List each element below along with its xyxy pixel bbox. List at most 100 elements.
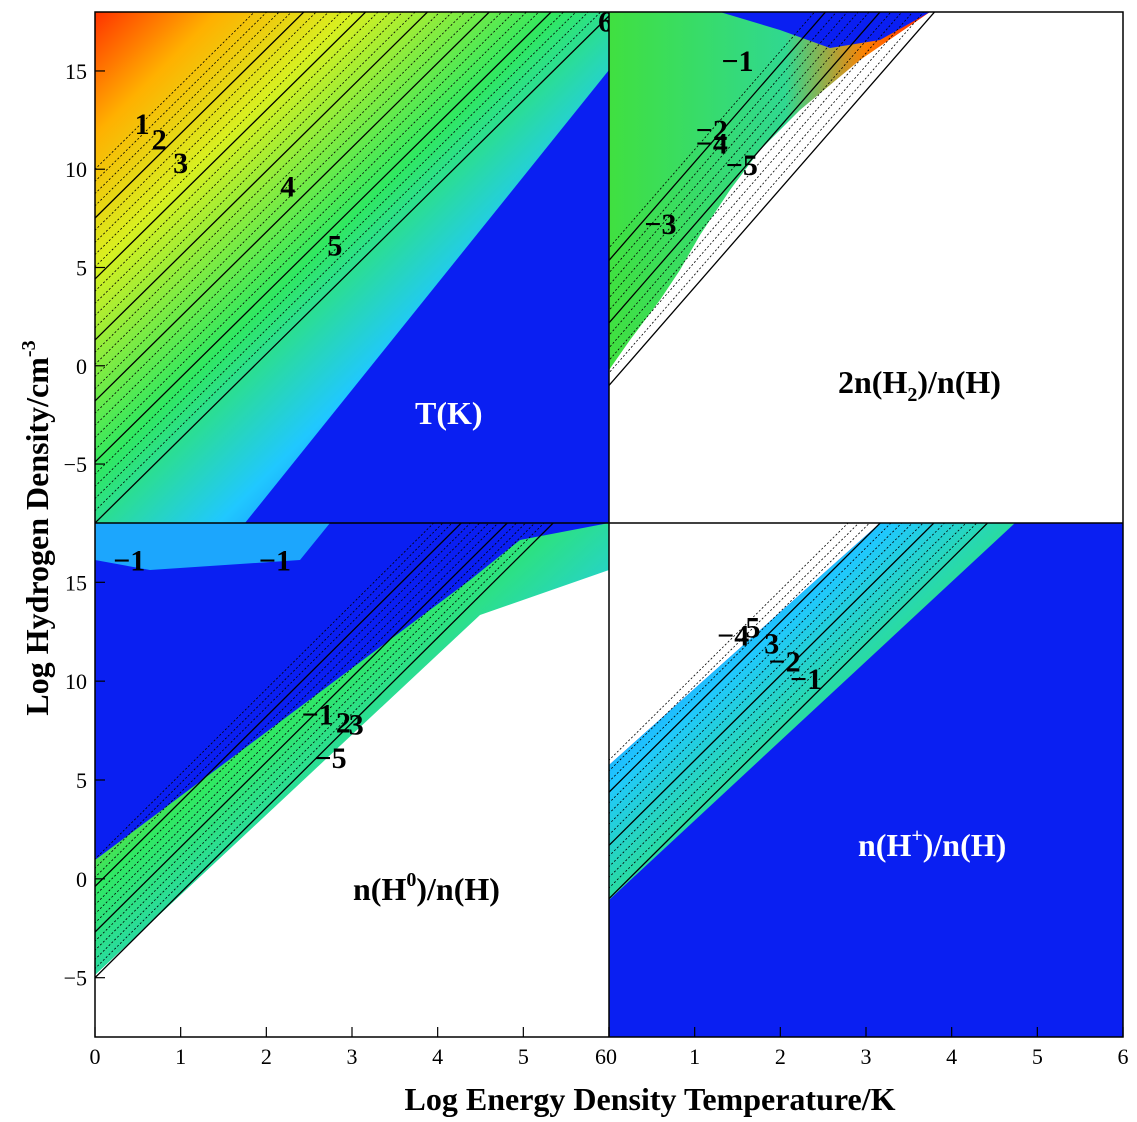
contour-label: 2 [336, 707, 351, 740]
contour-line [95, 523, 490, 915]
contour-line [95, 12, 416, 329]
contour-label: 5 [745, 612, 760, 645]
contour-label: −1 [113, 544, 145, 577]
contour-label: 6 [598, 6, 613, 39]
y-tick-label: 5 [76, 256, 87, 281]
panel-title-hplus-tail: )/n(H) [923, 827, 1007, 863]
contour-line [95, 12, 491, 402]
contour-line [609, 523, 882, 794]
contour-line [609, 523, 989, 900]
panel-title-h0-main: n(H [353, 871, 406, 907]
contour-label: 4 [280, 171, 295, 204]
y-tick-label: −5 [64, 452, 87, 477]
contour-line [609, 12, 837, 274]
panel-temperature: 1 23 45 6 [95, 6, 613, 523]
contour-line [609, 12, 881, 324]
contour-line [95, 12, 503, 414]
contour-line [95, 12, 305, 219]
h2-contours [609, 12, 936, 387]
contour-line [609, 523, 956, 868]
contour-label: 5 [327, 230, 342, 263]
panel-title-h0-sup: 0 [406, 869, 416, 891]
x-tick-label: 2 [261, 1044, 272, 1069]
contour-label: −1 [790, 663, 822, 696]
panel-title-h0-tail: )/n(H) [416, 871, 500, 907]
y-tick-label: 0 [76, 867, 87, 892]
contour-line [95, 12, 527, 439]
hplus-contours [609, 523, 989, 900]
contour-label: 3 [764, 627, 779, 660]
y-axis-title-main: Log Hydrogen Density/cm [19, 357, 55, 716]
panel-title-temperature: T(K) [415, 395, 483, 431]
contour-line [95, 523, 536, 961]
panel-title-h2-tail: )/n(H) [917, 364, 1001, 400]
contour-label: 2 [152, 124, 167, 157]
contour-line [95, 12, 404, 317]
x-tick-label: 0 [90, 1044, 101, 1069]
contour-line [95, 12, 379, 292]
contour-line [609, 12, 936, 387]
contour-label: −4 [717, 620, 749, 653]
contour-line [609, 12, 859, 299]
x-tick-label: 5 [1032, 1044, 1043, 1069]
y-tick-label: 5 [76, 768, 87, 793]
contour-line [95, 12, 565, 475]
y-tick-label: 0 [76, 354, 87, 379]
h2-blue-cap [720, 12, 930, 48]
contour-line [609, 523, 849, 761]
contour-label: −3 [644, 208, 676, 241]
contour-line [95, 523, 453, 878]
contour-line [609, 523, 914, 825]
contour-line [95, 12, 354, 268]
contour-line [609, 12, 892, 337]
contour-line [95, 12, 553, 463]
x-axis-title: Log Energy Density Temperature/K [405, 1081, 896, 1117]
contour-line [95, 12, 589, 500]
contour-line [95, 12, 330, 243]
contour-line [95, 12, 391, 304]
contour-line [95, 523, 435, 860]
contour-line [609, 523, 946, 857]
panel-title-hplus-main: n(H [858, 827, 911, 863]
contour-line [609, 523, 871, 783]
contour-line [95, 523, 527, 951]
contour-label: −2 [696, 114, 728, 147]
contour-line [95, 523, 499, 924]
contour-line [95, 523, 518, 942]
contour-line [95, 12, 342, 256]
panel-title-h2-sub: 2 [907, 384, 917, 406]
contour-label: −5 [315, 742, 347, 775]
contour-label: −1 [302, 699, 334, 732]
x-tick-label: 3 [347, 1044, 358, 1069]
contour-label: −5 [726, 149, 758, 182]
x-tick-label: 2 [775, 1044, 786, 1069]
y-tick-label: 15 [65, 570, 87, 595]
contour-line [609, 523, 935, 847]
panel-title-h2-main: 2n(H [838, 364, 907, 400]
hplus-contour-labels: −45 3−2−1 [717, 612, 822, 696]
h0-contours [95, 523, 555, 979]
contour-line [609, 523, 978, 889]
contour-line [95, 15, 609, 523]
contour-line [95, 12, 429, 341]
contour-line [95, 12, 293, 207]
x-tick-label: 4 [432, 1044, 443, 1069]
contour-line [609, 12, 914, 362]
h2-contour-labels: −1 −2−4−5 −3 [644, 45, 757, 241]
y-axis-title: Log Hydrogen Density/cm-3 [18, 340, 55, 715]
contour-line [95, 12, 255, 170]
contour-line [609, 523, 892, 804]
panel-title-hplus-sup: + [911, 825, 922, 847]
contour-line [95, 12, 268, 182]
contour-line [95, 523, 472, 897]
h0-contour-labels: −1 −1−1 23−5 [113, 544, 364, 775]
x-tick-label: 1 [689, 1044, 700, 1069]
contour-line [95, 12, 280, 195]
contour-line [95, 12, 453, 365]
y-axis-title-sup: -3 [18, 340, 40, 357]
contour-label: −4 [696, 128, 728, 161]
x-tick-label: 60 [595, 1044, 617, 1069]
contour-line [95, 12, 441, 353]
